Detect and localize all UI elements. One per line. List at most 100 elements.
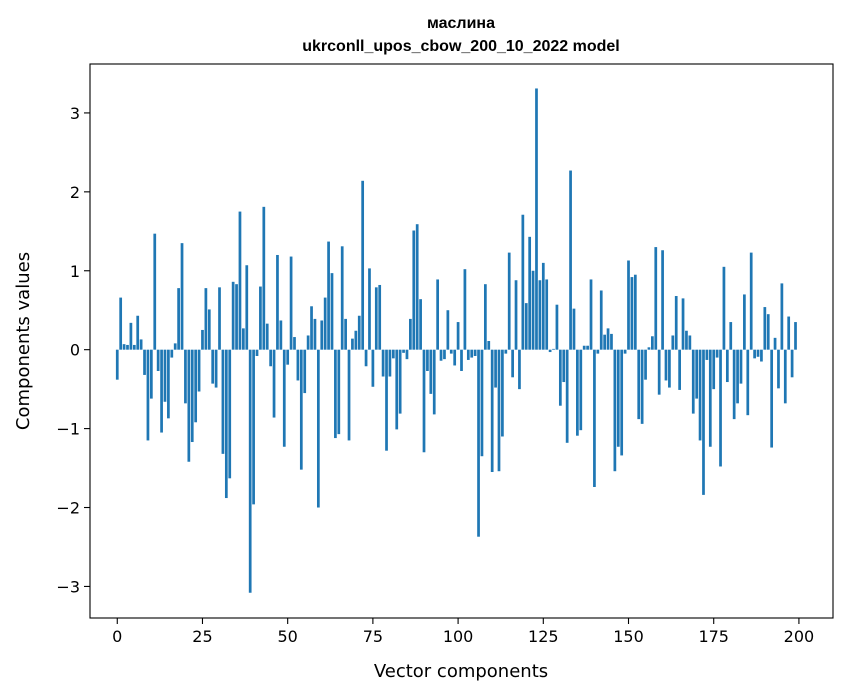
bar bbox=[661, 250, 664, 350]
bar bbox=[115, 349, 119, 380]
x-tick-label: 25 bbox=[192, 627, 212, 646]
x-tick-label: 175 bbox=[698, 627, 729, 646]
bar bbox=[207, 309, 211, 350]
y-tick-label: −1 bbox=[56, 420, 80, 439]
bar bbox=[698, 349, 702, 441]
bar bbox=[777, 349, 780, 389]
bar bbox=[214, 349, 218, 388]
bar bbox=[443, 349, 446, 360]
bar bbox=[306, 335, 310, 350]
chart-title-line2: ukrconll_upos_cbow_200_10_2022 model bbox=[302, 38, 619, 55]
bar bbox=[269, 349, 273, 367]
bar bbox=[702, 349, 705, 495]
bar bbox=[173, 343, 177, 350]
bar bbox=[136, 315, 140, 350]
bar bbox=[487, 341, 491, 350]
bar bbox=[334, 349, 337, 439]
bar bbox=[446, 310, 450, 350]
bar bbox=[228, 349, 232, 479]
bar bbox=[340, 246, 344, 350]
bar bbox=[596, 349, 600, 354]
bar bbox=[685, 330, 688, 350]
y-tick-label: −2 bbox=[56, 499, 80, 518]
bar bbox=[204, 288, 208, 350]
bar bbox=[180, 243, 184, 350]
bar bbox=[245, 265, 249, 350]
bar bbox=[644, 349, 647, 380]
bar bbox=[323, 297, 327, 350]
plot-frame bbox=[89, 63, 834, 619]
bar bbox=[739, 349, 743, 384]
bar bbox=[473, 349, 477, 356]
bar bbox=[429, 349, 433, 394]
bar bbox=[545, 279, 549, 350]
bar bbox=[463, 269, 467, 350]
bar bbox=[129, 322, 133, 350]
y-tick-label: 0 bbox=[70, 341, 80, 360]
bar bbox=[330, 273, 334, 350]
bar bbox=[153, 233, 157, 350]
bar bbox=[337, 349, 341, 435]
bar bbox=[715, 349, 719, 358]
bar bbox=[507, 252, 511, 350]
bar bbox=[535, 88, 538, 350]
bar bbox=[650, 336, 654, 350]
bar bbox=[708, 349, 712, 447]
bar bbox=[654, 247, 658, 350]
bar bbox=[763, 307, 767, 350]
bar bbox=[402, 349, 405, 353]
bar bbox=[773, 337, 777, 350]
bar bbox=[695, 349, 699, 399]
bar bbox=[780, 283, 784, 350]
bar bbox=[582, 345, 586, 350]
bar bbox=[286, 349, 290, 365]
bar bbox=[170, 349, 174, 358]
bar bbox=[327, 241, 330, 350]
bar bbox=[303, 349, 307, 394]
x-tick-label: 150 bbox=[613, 627, 644, 646]
bar bbox=[262, 206, 266, 350]
bar bbox=[630, 277, 634, 350]
bar bbox=[712, 349, 716, 390]
bar bbox=[753, 349, 756, 359]
y-tick-label: −3 bbox=[56, 577, 80, 596]
bar bbox=[163, 349, 167, 402]
bar bbox=[415, 224, 419, 350]
bar bbox=[783, 349, 787, 404]
y-tick-label: 2 bbox=[70, 183, 80, 202]
bar bbox=[313, 318, 317, 350]
bar bbox=[671, 335, 675, 350]
bar bbox=[668, 349, 671, 388]
bar bbox=[405, 349, 409, 360]
bar bbox=[627, 260, 630, 350]
bar bbox=[364, 349, 368, 367]
bar bbox=[528, 236, 532, 350]
bar bbox=[132, 344, 136, 350]
bar bbox=[122, 344, 126, 350]
bar bbox=[722, 266, 726, 350]
bar bbox=[238, 211, 242, 350]
bar bbox=[787, 316, 791, 350]
bar bbox=[453, 349, 457, 366]
bar bbox=[790, 349, 794, 378]
y-axis-ticks: −3 −2 −1 0 1 2 3 bbox=[56, 104, 90, 596]
bar bbox=[691, 349, 695, 414]
y-tick-label: 3 bbox=[70, 104, 80, 123]
bar bbox=[235, 284, 238, 350]
bar bbox=[616, 349, 620, 447]
bar bbox=[119, 297, 123, 350]
bar bbox=[541, 262, 545, 350]
bar bbox=[494, 349, 497, 388]
bar bbox=[190, 349, 194, 443]
bar bbox=[310, 306, 313, 350]
bar bbox=[593, 349, 596, 487]
bar bbox=[501, 349, 504, 437]
bar bbox=[749, 252, 753, 350]
bar bbox=[143, 349, 146, 375]
bar bbox=[347, 349, 351, 441]
bar bbox=[480, 349, 484, 457]
bar bbox=[126, 344, 129, 350]
bar bbox=[470, 349, 474, 358]
bar bbox=[637, 349, 641, 420]
bar bbox=[184, 349, 187, 404]
